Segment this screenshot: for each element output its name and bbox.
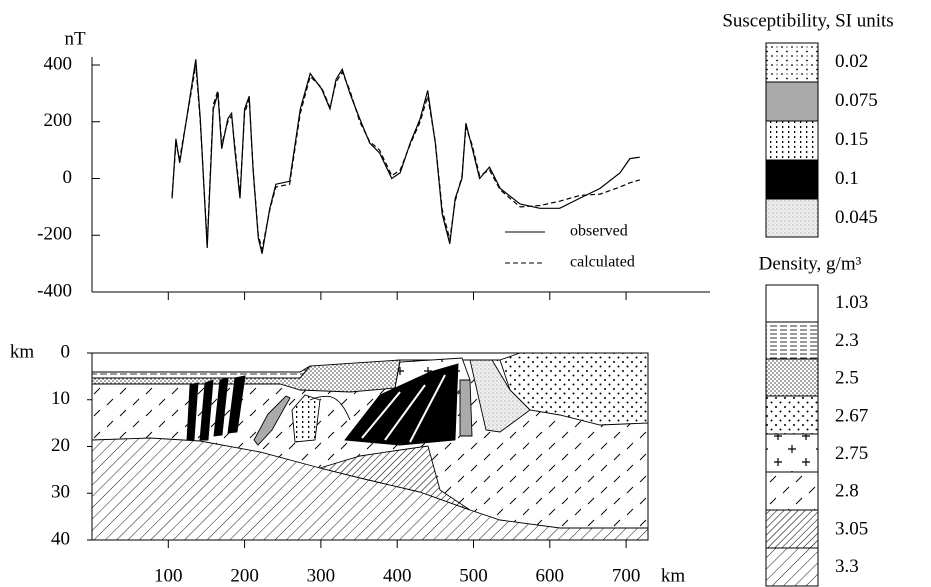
legend-label: 2.8 bbox=[835, 481, 859, 502]
legend-label: 3.3 bbox=[835, 556, 859, 577]
y-axis-label: nT bbox=[64, 28, 86, 49]
y-tick-label: 40 bbox=[51, 528, 70, 549]
y-axis-label: km bbox=[10, 341, 35, 362]
y-tick-label: -200 bbox=[37, 224, 72, 245]
legend-label: observed bbox=[570, 223, 628, 240]
y-tick-label: -400 bbox=[37, 280, 72, 301]
x-tick-label: 100 bbox=[154, 565, 183, 586]
legend-label: 0.1 bbox=[835, 168, 859, 189]
x-axis-label: km bbox=[661, 565, 686, 586]
y-tick-label: 0 bbox=[61, 341, 71, 362]
legend-label: 3.05 bbox=[835, 518, 868, 539]
legend-label: 2.3 bbox=[835, 330, 859, 351]
y-tick-label: 400 bbox=[44, 53, 73, 74]
legend-label: 0.15 bbox=[835, 129, 868, 150]
legend-label: 0.075 bbox=[835, 90, 878, 111]
legend-label: calculated bbox=[570, 254, 635, 271]
y-tick-label: 10 bbox=[51, 388, 70, 409]
legend-label: 2.5 bbox=[835, 368, 859, 389]
x-tick-label: 600 bbox=[536, 565, 565, 586]
x-tick-label: 200 bbox=[230, 565, 259, 586]
series-line bbox=[171, 64, 640, 250]
x-tick-label: 300 bbox=[307, 565, 336, 586]
legend-label: 2.67 bbox=[835, 405, 868, 426]
density-swatches bbox=[765, 284, 819, 587]
susceptibility-swatches bbox=[765, 42, 819, 238]
y-tick-label: 30 bbox=[51, 482, 70, 503]
section-body bbox=[92, 353, 648, 540]
legend-label: 0.02 bbox=[835, 51, 868, 72]
y-tick-label: 0 bbox=[63, 167, 73, 188]
x-tick-label: 700 bbox=[612, 565, 641, 586]
legend-label: 0.045 bbox=[835, 207, 878, 228]
legend-title: Susceptibility, SI units bbox=[722, 10, 893, 31]
series-line bbox=[171, 59, 640, 254]
legend-label: 1.03 bbox=[835, 292, 868, 313]
legend-label: 2.75 bbox=[835, 443, 868, 464]
y-tick-label: 20 bbox=[51, 435, 70, 456]
x-tick-label: 500 bbox=[459, 565, 488, 586]
legend-title: Density, g/m³ bbox=[759, 253, 862, 274]
y-tick-label: 200 bbox=[44, 110, 73, 131]
x-tick-label: 400 bbox=[383, 565, 412, 586]
